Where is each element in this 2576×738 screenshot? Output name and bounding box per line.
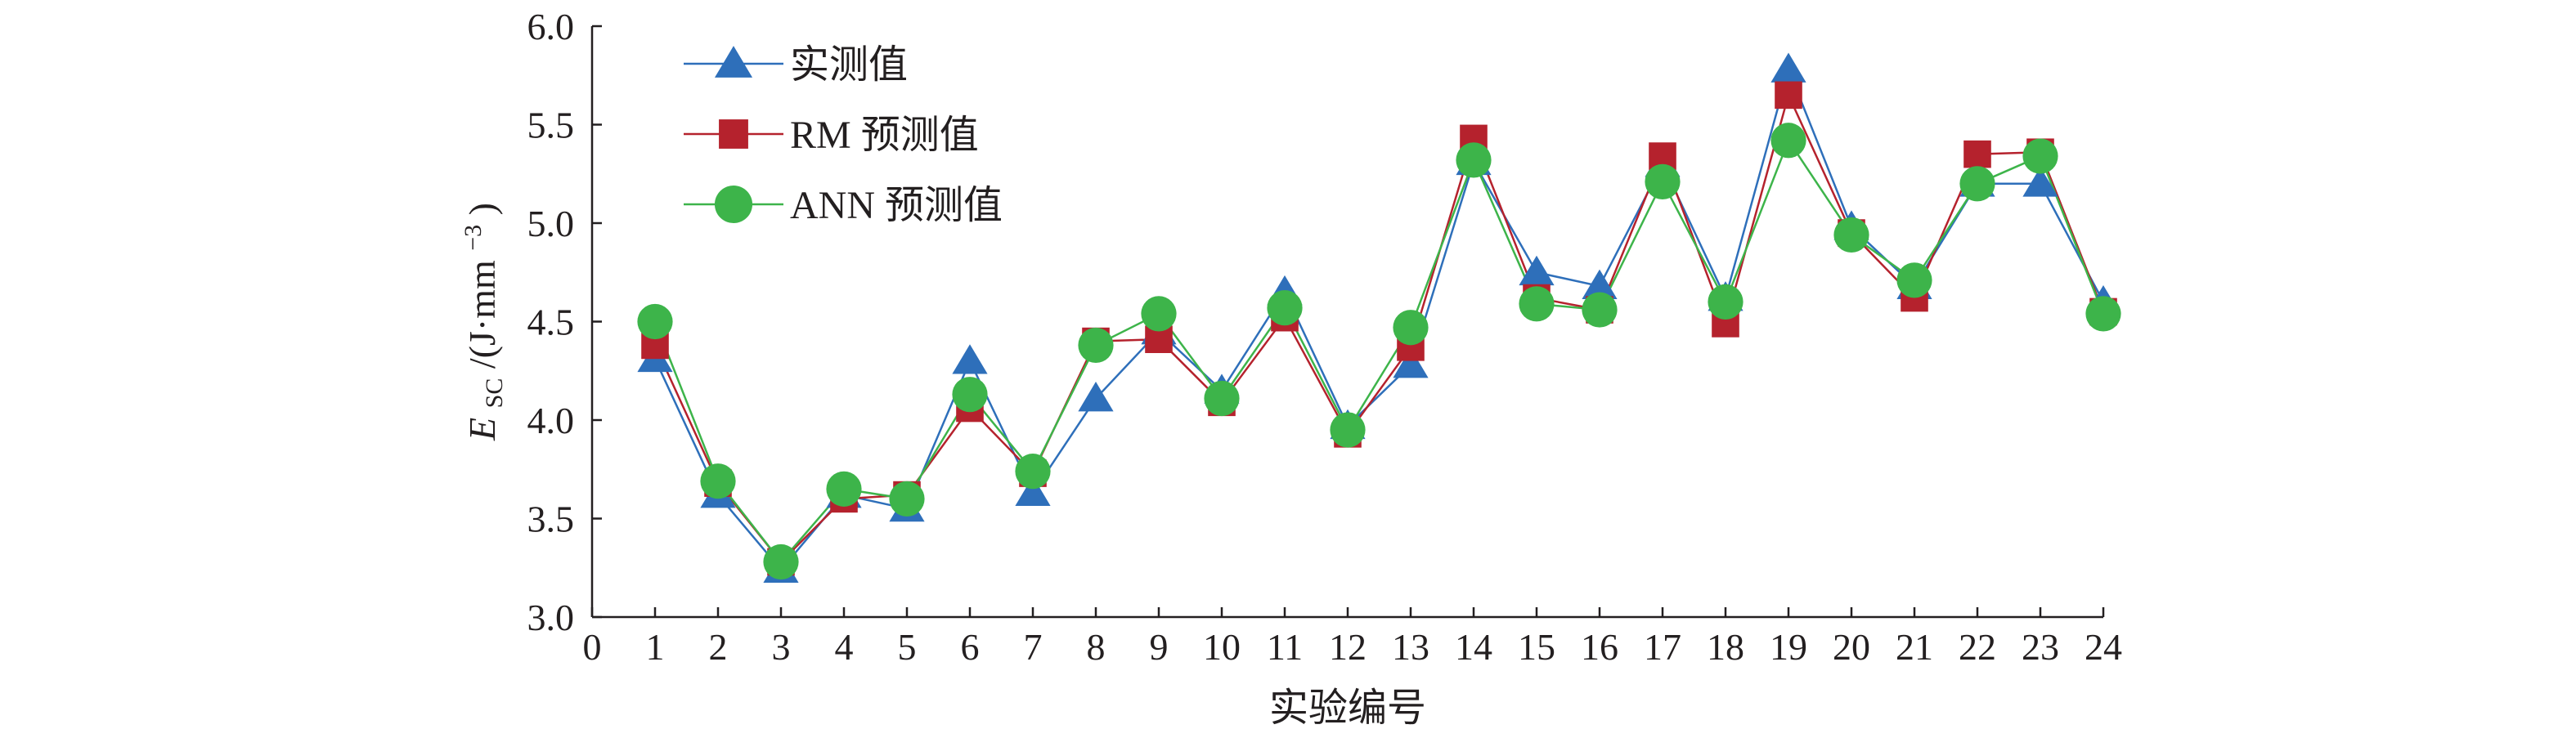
series-line <box>653 92 2105 564</box>
axes: 3.03.54.04.55.05.56.00 1 2 3 4 5 6 7 8 9 10 11 12 13 1… <box>527 6 2123 668</box>
x-tick-label: 23 <box>2022 626 2059 668</box>
y-axis-title-unit: /(J·mm <box>461 260 503 369</box>
x-tick-label: 19 <box>1770 626 1807 668</box>
data-point <box>763 543 799 580</box>
legend-label: RM 预测值 <box>790 114 979 157</box>
x-tick-label: 13 <box>1392 626 1429 668</box>
x-tick-label: 17 <box>1644 626 1681 668</box>
y-tick-label: 5.0 <box>527 203 575 244</box>
data-point <box>1015 454 1051 490</box>
y-axis-title-unit-close: ) <box>461 203 503 215</box>
x-tick-label: 8 <box>1087 626 1106 668</box>
data-point <box>1519 255 1555 286</box>
x-tick-label: 22 <box>1959 626 1996 668</box>
data-point <box>1393 310 1429 346</box>
data-point <box>1775 81 1802 110</box>
legend-label: ANN 预测值 <box>790 184 1003 227</box>
series-3-markers <box>637 123 2121 580</box>
data-point <box>1770 52 1806 83</box>
y-tick-label: 3.5 <box>527 499 575 540</box>
data-point <box>1330 412 1366 448</box>
series-2 <box>653 92 2105 564</box>
y-tick-label: 6.0 <box>527 6 575 47</box>
data-point <box>826 471 862 507</box>
y-axis-title-subscript: SC <box>481 378 508 409</box>
data-point <box>1078 382 1114 412</box>
data-point <box>1645 163 1681 199</box>
x-tick-label: 9 <box>1150 626 1169 668</box>
data-point <box>1456 142 1492 178</box>
x-tick-label: 18 <box>1707 626 1744 668</box>
data-point <box>637 303 673 340</box>
x-tick-label: 3 <box>772 626 791 668</box>
legend-marker <box>714 46 753 78</box>
x-tick-label: 12 <box>1329 626 1367 668</box>
data-point <box>1519 286 1555 322</box>
legend: 实测值 RM 预测值 ANN 预测值 <box>684 43 1003 227</box>
legend-item: 实测值 <box>684 43 908 87</box>
y-axis-title-main: E <box>461 418 503 441</box>
data-point <box>2085 296 2121 332</box>
legend-marker <box>714 185 753 224</box>
data-point <box>1963 140 1991 168</box>
x-tick-label: 24 <box>2085 626 2122 668</box>
y-tick-label: 3.0 <box>527 597 575 638</box>
data-point <box>2022 138 2058 174</box>
y-tick-label: 4.5 <box>527 302 575 343</box>
series-group <box>637 52 2121 583</box>
x-tick-label: 15 <box>1518 626 1555 668</box>
legend-label: 实测值 <box>790 43 908 87</box>
x-tick-label: 0 <box>583 626 602 668</box>
y-axis-title: E SC /(J·mm −3 ) <box>447 203 510 441</box>
data-point <box>1896 262 1932 298</box>
data-point <box>1582 269 1618 299</box>
y-tick-label: 5.5 <box>527 105 575 146</box>
x-tick-label: 10 <box>1203 626 1241 668</box>
data-point <box>700 463 736 499</box>
x-tick-label: 2 <box>709 626 728 668</box>
x-tick-label: 4 <box>835 626 854 668</box>
data-point <box>1959 166 1995 202</box>
legend-marker <box>719 119 748 149</box>
x-tick-label: 14 <box>1455 626 1492 668</box>
x-tick-label: 11 <box>1267 626 1303 668</box>
x-tick-label: 7 <box>1024 626 1043 668</box>
data-point <box>1078 327 1114 364</box>
y-tick-label: 4.0 <box>527 400 575 441</box>
data-point <box>1582 292 1618 328</box>
data-point <box>1708 284 1744 320</box>
legend-item: ANN 预测值 <box>684 184 1003 227</box>
data-point <box>952 377 988 413</box>
data-point <box>1141 296 1177 332</box>
data-point <box>2022 167 2058 197</box>
x-tick-label: 1 <box>646 626 665 668</box>
data-point <box>1393 348 1429 378</box>
data-point <box>1267 290 1303 326</box>
x-axis-title: 实验编号 <box>1269 687 1426 730</box>
x-tick-label: 16 <box>1581 626 1618 668</box>
data-point <box>1833 217 1869 253</box>
data-point <box>1015 476 1051 507</box>
y-axis-title-superscript: −3 <box>460 225 487 251</box>
data-point <box>1204 380 1240 417</box>
x-tick-label: 20 <box>1833 626 1870 668</box>
x-tick-label: 5 <box>898 626 917 668</box>
x-tick-label: 21 <box>1896 626 1933 668</box>
x-tick-label: 6 <box>961 626 980 668</box>
data-point <box>952 344 988 374</box>
legend-item: RM 预测值 <box>684 114 979 157</box>
data-point <box>889 481 925 517</box>
data-point <box>1770 123 1806 159</box>
